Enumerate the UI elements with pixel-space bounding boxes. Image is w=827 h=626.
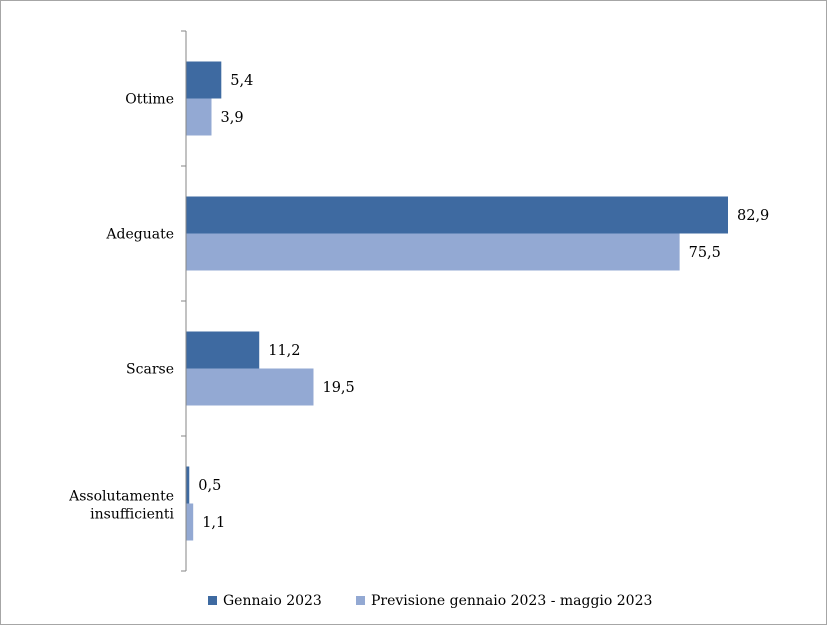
legend-label-s1: Gennaio 2023 [223, 593, 322, 609]
value-label-assolutamente-insufficienti-s1: 0,5 [198, 478, 221, 494]
value-label-adeguate-s1: 82,9 [737, 208, 769, 224]
bar-adeguate-s1 [186, 196, 728, 234]
value-label-scarse-s2: 19,5 [322, 380, 354, 396]
bar-assolutamente-insufficienti-s1 [186, 466, 190, 504]
value-label-adeguate-s2: 75,5 [689, 245, 721, 261]
bar-ottime-s1 [186, 61, 222, 99]
bar-assolutamente-insufficienti-s2 [186, 503, 194, 541]
value-label-ottime-s1: 5,4 [230, 73, 253, 89]
value-label-scarse-s1: 11,2 [268, 343, 300, 359]
bar-scarse-s2 [186, 368, 314, 406]
bar-ottime-s2 [186, 98, 212, 136]
legend-swatch-s2 [356, 596, 365, 605]
value-label-assolutamente-insufficienti-s2: 1,1 [202, 515, 225, 531]
legend-swatch-s1 [208, 596, 217, 605]
category-label-scarse: Scarse [126, 362, 174, 378]
category-label-assolutamente-insufficienti: Assolutamente insufficienti [68, 489, 174, 523]
category-label-ottime: Ottime [125, 92, 174, 108]
value-label-ottime-s2: 3,9 [220, 110, 243, 126]
category-label-adeguate: Adeguate [105, 227, 174, 243]
bar-scarse-s1 [186, 331, 260, 369]
legend-label-s2: Previsione gennaio 2023 - maggio 2023 [371, 593, 652, 609]
bar-adeguate-s2 [186, 233, 680, 271]
